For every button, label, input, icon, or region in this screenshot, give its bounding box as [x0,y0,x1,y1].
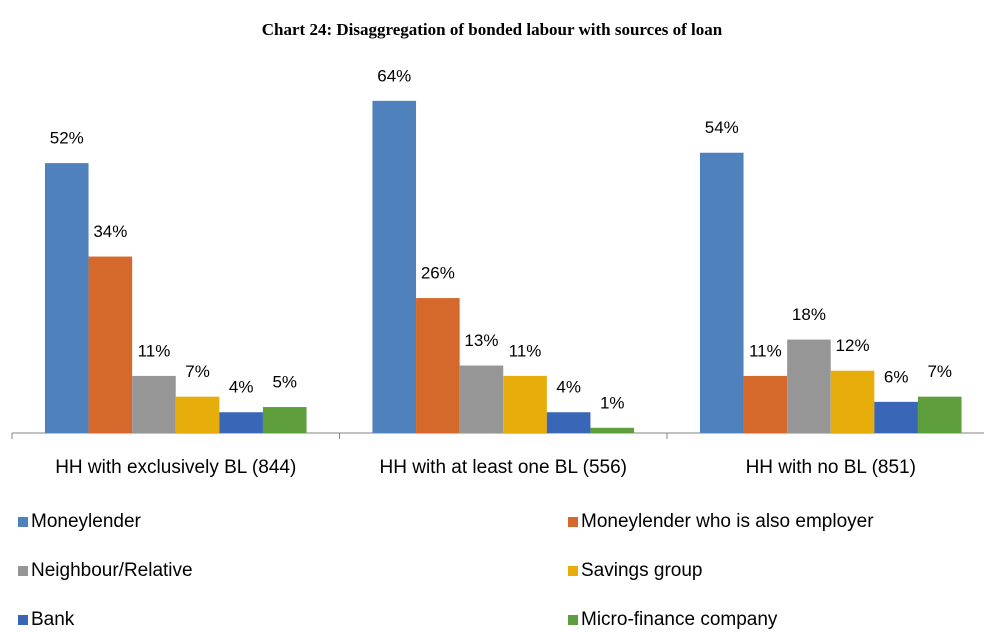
data-label: 34% [93,222,127,241]
bar [132,375,176,433]
bar [787,339,831,433]
bar [219,412,263,433]
data-label: 52% [50,129,84,148]
legend-swatch [18,566,28,576]
legend-label: Moneylender who is also employer [581,511,874,532]
data-label: 11% [138,341,171,360]
data-label: 26% [421,264,455,283]
data-label: 11% [749,341,782,360]
data-label: 54% [705,118,739,137]
data-label: 18% [792,305,826,324]
bar [743,375,788,433]
bar [874,401,918,433]
data-label: 4% [229,378,254,397]
data-label: 1% [600,393,625,412]
bar [546,412,591,433]
legend-label: Savings group [581,560,702,581]
legend-label: Bank [31,609,75,630]
legend-label: Neighbour/Relative [31,560,193,581]
data-label: 4% [556,378,581,397]
x-tick-label: HH with at least one BL (556) [380,457,627,478]
bar [416,298,460,433]
x-tick-label: HH with no BL (851) [746,457,916,478]
legend-swatch [18,615,28,625]
bar [503,375,547,433]
data-label: 13% [464,331,498,350]
data-label: 64% [377,66,411,85]
bar [372,100,417,433]
data-label: 11% [509,341,542,360]
data-label: 7% [185,362,210,381]
bar [262,407,307,433]
legend-label: Moneylender [31,511,142,532]
bar [459,365,504,433]
bar [44,163,89,433]
chart-title: Chart 24: Disaggregation of bonded labou… [262,20,723,39]
bar [699,152,744,434]
legend-swatch [18,517,28,527]
data-label: 6% [884,367,909,386]
bar [590,427,635,433]
legend-swatch [568,566,578,576]
bar [917,396,962,433]
data-label: 5% [272,373,297,392]
data-label: 7% [927,362,952,381]
legend-swatch [568,517,578,527]
bar [88,256,133,433]
data-label: 12% [836,336,870,355]
bar [175,396,220,433]
legend-swatch [568,615,578,625]
x-tick-label: HH with exclusively BL (844) [55,457,296,478]
bar [830,370,875,433]
legend-label: Micro-finance company [581,609,778,630]
